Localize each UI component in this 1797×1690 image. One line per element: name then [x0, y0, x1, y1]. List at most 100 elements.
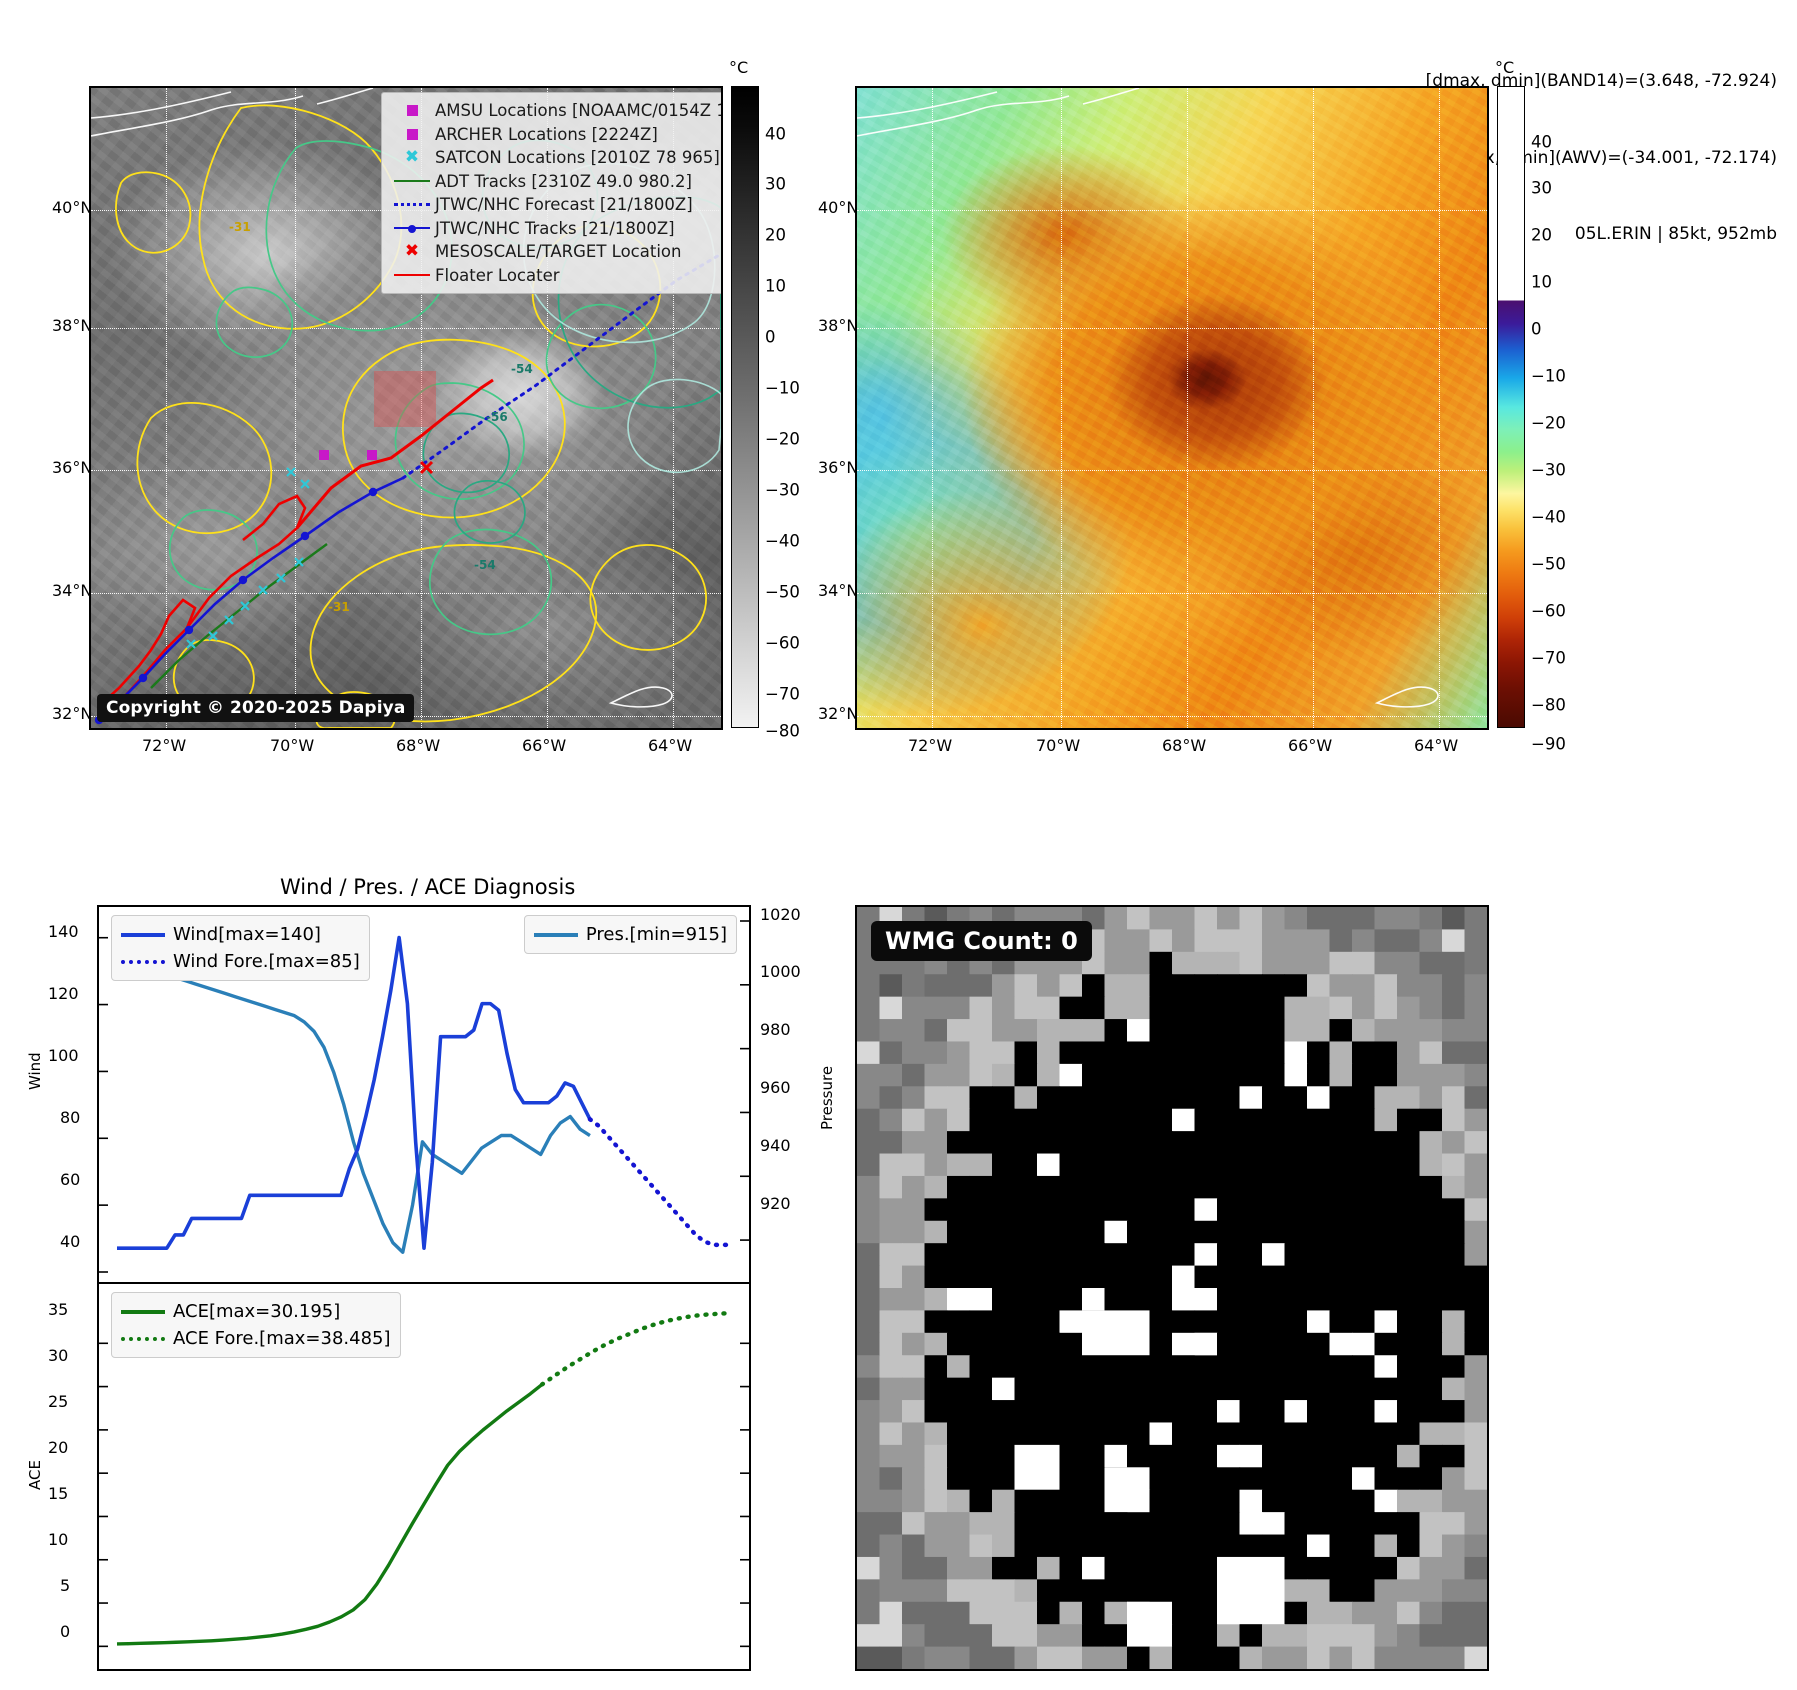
archer-square-icon [389, 128, 435, 140]
cb-left-tick-12: −80 [765, 721, 800, 741]
cb-left-tick-1: 30 [765, 174, 786, 194]
lon-label-68w: 68°W [396, 736, 441, 755]
cb-left-tick-2: 20 [765, 225, 786, 245]
cb-right-tick-13: −90 [1531, 734, 1566, 754]
legend-label-ace: ACE[max=30.195] [173, 1301, 341, 1322]
tr-coastline [857, 88, 1439, 708]
map-legend: AMSU Locations [NOAAMC/0154Z 113 947] AR… [381, 92, 721, 294]
ace-tick-20: 20 [48, 1438, 69, 1457]
wind-line-icon [121, 932, 173, 937]
tr-lat-label-34n: 34°N [818, 581, 859, 600]
wind-pressure-plot-svg [99, 920, 749, 1273]
lon-label-72w: 72°W [142, 736, 187, 755]
cb-left-tick-6: −20 [765, 429, 800, 449]
cb-right-tick-5: −10 [1531, 366, 1566, 386]
adt-line-icon [389, 180, 435, 183]
header-storm-id: 05L.ERIN | 85kt, 952mb [1574, 224, 1777, 244]
cb-left-tick-4: 0 [765, 327, 776, 347]
amsu-square-icon [389, 105, 435, 117]
grayscale-colorbar: °C 40 30 20 10 0 −10 −20 −30 −40 −50 −60… [729, 58, 800, 741]
tr-lat-label-32n: 32°N [818, 704, 859, 723]
legend-item-ace-forecast: ACE Fore.[max=38.485] [121, 1325, 391, 1352]
legend-item-mesoscale: ✖ MESOSCALE/TARGET Location [389, 240, 721, 264]
cb-right-tick-7: −30 [1531, 460, 1566, 480]
pressure-legend: Pres.[min=915] [523, 915, 737, 954]
wind-pressure-chart[interactable]: Wind[max=140] Wind Fore.[max=85] Pres.[m… [97, 905, 751, 1284]
contour-label-0: -31 [229, 220, 251, 234]
wind-legend: Wind[max=140] Wind Fore.[max=85] [111, 915, 370, 981]
legend-item-amsu: AMSU Locations [NOAAMC/0154Z 113 947] [389, 99, 721, 123]
enhanced-ir-colorbar: °C 40 30 20 10 0 −10 −20 −30 −40 −50 −60… [1495, 58, 1566, 754]
ace-tick-30: 30 [48, 1346, 69, 1365]
cb-right-tick-10: −60 [1531, 601, 1566, 621]
ace-chart[interactable]: ACE[max=30.195] ACE Fore.[max=38.485] [97, 1282, 751, 1671]
ace-forecast-dotted-icon [121, 1336, 173, 1341]
cb-left-tick-11: −70 [765, 684, 800, 704]
cb-left-tick-8: −40 [765, 531, 800, 551]
lat-label-34n: 34°N [52, 581, 93, 600]
tr-lat-label-36n: 36°N [818, 458, 859, 477]
colorbar-unit-left: °C [729, 58, 749, 77]
cb-right-tick-12: −80 [1531, 695, 1566, 715]
lat-label-32n: 32°N [52, 704, 93, 723]
legend-item-pressure: Pres.[min=915] [533, 921, 727, 948]
contour-label-2: -56 [486, 410, 508, 424]
cb-right-tick-3: 10 [1531, 272, 1552, 292]
lat-label-40n: 40°N [52, 198, 93, 217]
lat-label-38n: 38°N [52, 316, 93, 335]
legend-item-adt: ADT Tracks [2310Z 49.0 980.2] [389, 170, 721, 194]
wind-tick-140: 140 [48, 922, 79, 941]
legend-label-mesoscale: MESOSCALE/TARGET Location [435, 242, 682, 262]
legend-label-wind-forecast: Wind Fore.[max=85] [173, 951, 360, 972]
ace-tick-35: 35 [48, 1300, 69, 1319]
floater-line-icon [389, 274, 435, 277]
ace-tick-10: 10 [48, 1530, 69, 1549]
ace-line-icon [121, 1309, 173, 1314]
satcon-x-icon: ✖ [404, 147, 420, 168]
pres-tick-960: 960 [760, 1078, 791, 1097]
legend-item-forecast: JTWC/NHC Forecast [21/1800Z] [389, 193, 721, 217]
pres-tick-980: 980 [760, 1020, 791, 1039]
floater-box [374, 371, 436, 427]
goes19-band14-mesoscale-image[interactable]: -31 -54 -56 -54 -31 AMSU Locations [NOAA… [89, 86, 723, 730]
lon-label-64w: 64°W [648, 736, 693, 755]
awv-enhanced-ir-image[interactable] [855, 86, 1489, 730]
cb-right-tick-9: −50 [1531, 554, 1566, 574]
legend-label-tracks: JTWC/NHC Tracks [21/1800Z] [435, 218, 675, 238]
header-dmax-band14: [dmax, dmin](BAND14)=(3.648, -72.924) [1425, 71, 1777, 91]
ace-tick-25: 25 [48, 1392, 69, 1411]
legend-label-pressure: Pres.[min=915] [585, 924, 727, 945]
tr-lon-label-66w: 66°W [1288, 736, 1333, 755]
wind-tick-100: 100 [48, 1046, 79, 1065]
legend-item-ace: ACE[max=30.195] [121, 1298, 391, 1325]
legend-label-floater: Floater Locater [435, 265, 560, 285]
cb-right-tick-0: 40 [1531, 132, 1552, 152]
legend-item-wind-forecast: Wind Fore.[max=85] [121, 948, 360, 975]
legend-item-floater: Floater Locater [389, 264, 721, 288]
legend-label-wind: Wind[max=140] [173, 924, 321, 945]
legend-item-archer: ARCHER Locations [2224Z] [389, 123, 721, 147]
tr-lon-label-64w: 64°W [1414, 736, 1459, 755]
ace-tick-5: 5 [60, 1576, 71, 1595]
legend-label-ace-forecast: ACE Fore.[max=38.485] [173, 1328, 391, 1349]
colorbar-unit-right: °C [1495, 58, 1515, 77]
legend-label-satcon: SATCON Locations [2010Z 78 965] [435, 148, 720, 168]
wmg-count-badge: WMG Count: 0 [871, 921, 1092, 961]
cb-left-tick-10: −60 [765, 633, 800, 653]
tr-lon-label-68w: 68°W [1162, 736, 1207, 755]
cb-left-tick-9: −50 [765, 582, 800, 602]
copyright-badge: Copyright © 2020-2025 Dapiya [97, 694, 415, 722]
ace-axis-title: ACE [26, 1460, 44, 1490]
ace-tick-15: 15 [48, 1484, 69, 1503]
cb-right-tick-8: −40 [1531, 507, 1566, 527]
lon-label-70w: 70°W [270, 736, 315, 755]
tr-lat-label-40n: 40°N [818, 198, 859, 217]
ace-legend: ACE[max=30.195] ACE Fore.[max=38.485] [111, 1292, 401, 1358]
cb-right-tick-2: 20 [1531, 225, 1552, 245]
cb-right-tick-1: 30 [1531, 178, 1552, 198]
wmg-cloud-cluster-panel[interactable]: WMG Count: 0 [855, 905, 1489, 1671]
ace-tick-0: 0 [60, 1622, 71, 1641]
pres-tick-920: 920 [760, 1194, 791, 1213]
legend-label-adt: ADT Tracks [2310Z 49.0 980.2] [435, 171, 692, 191]
